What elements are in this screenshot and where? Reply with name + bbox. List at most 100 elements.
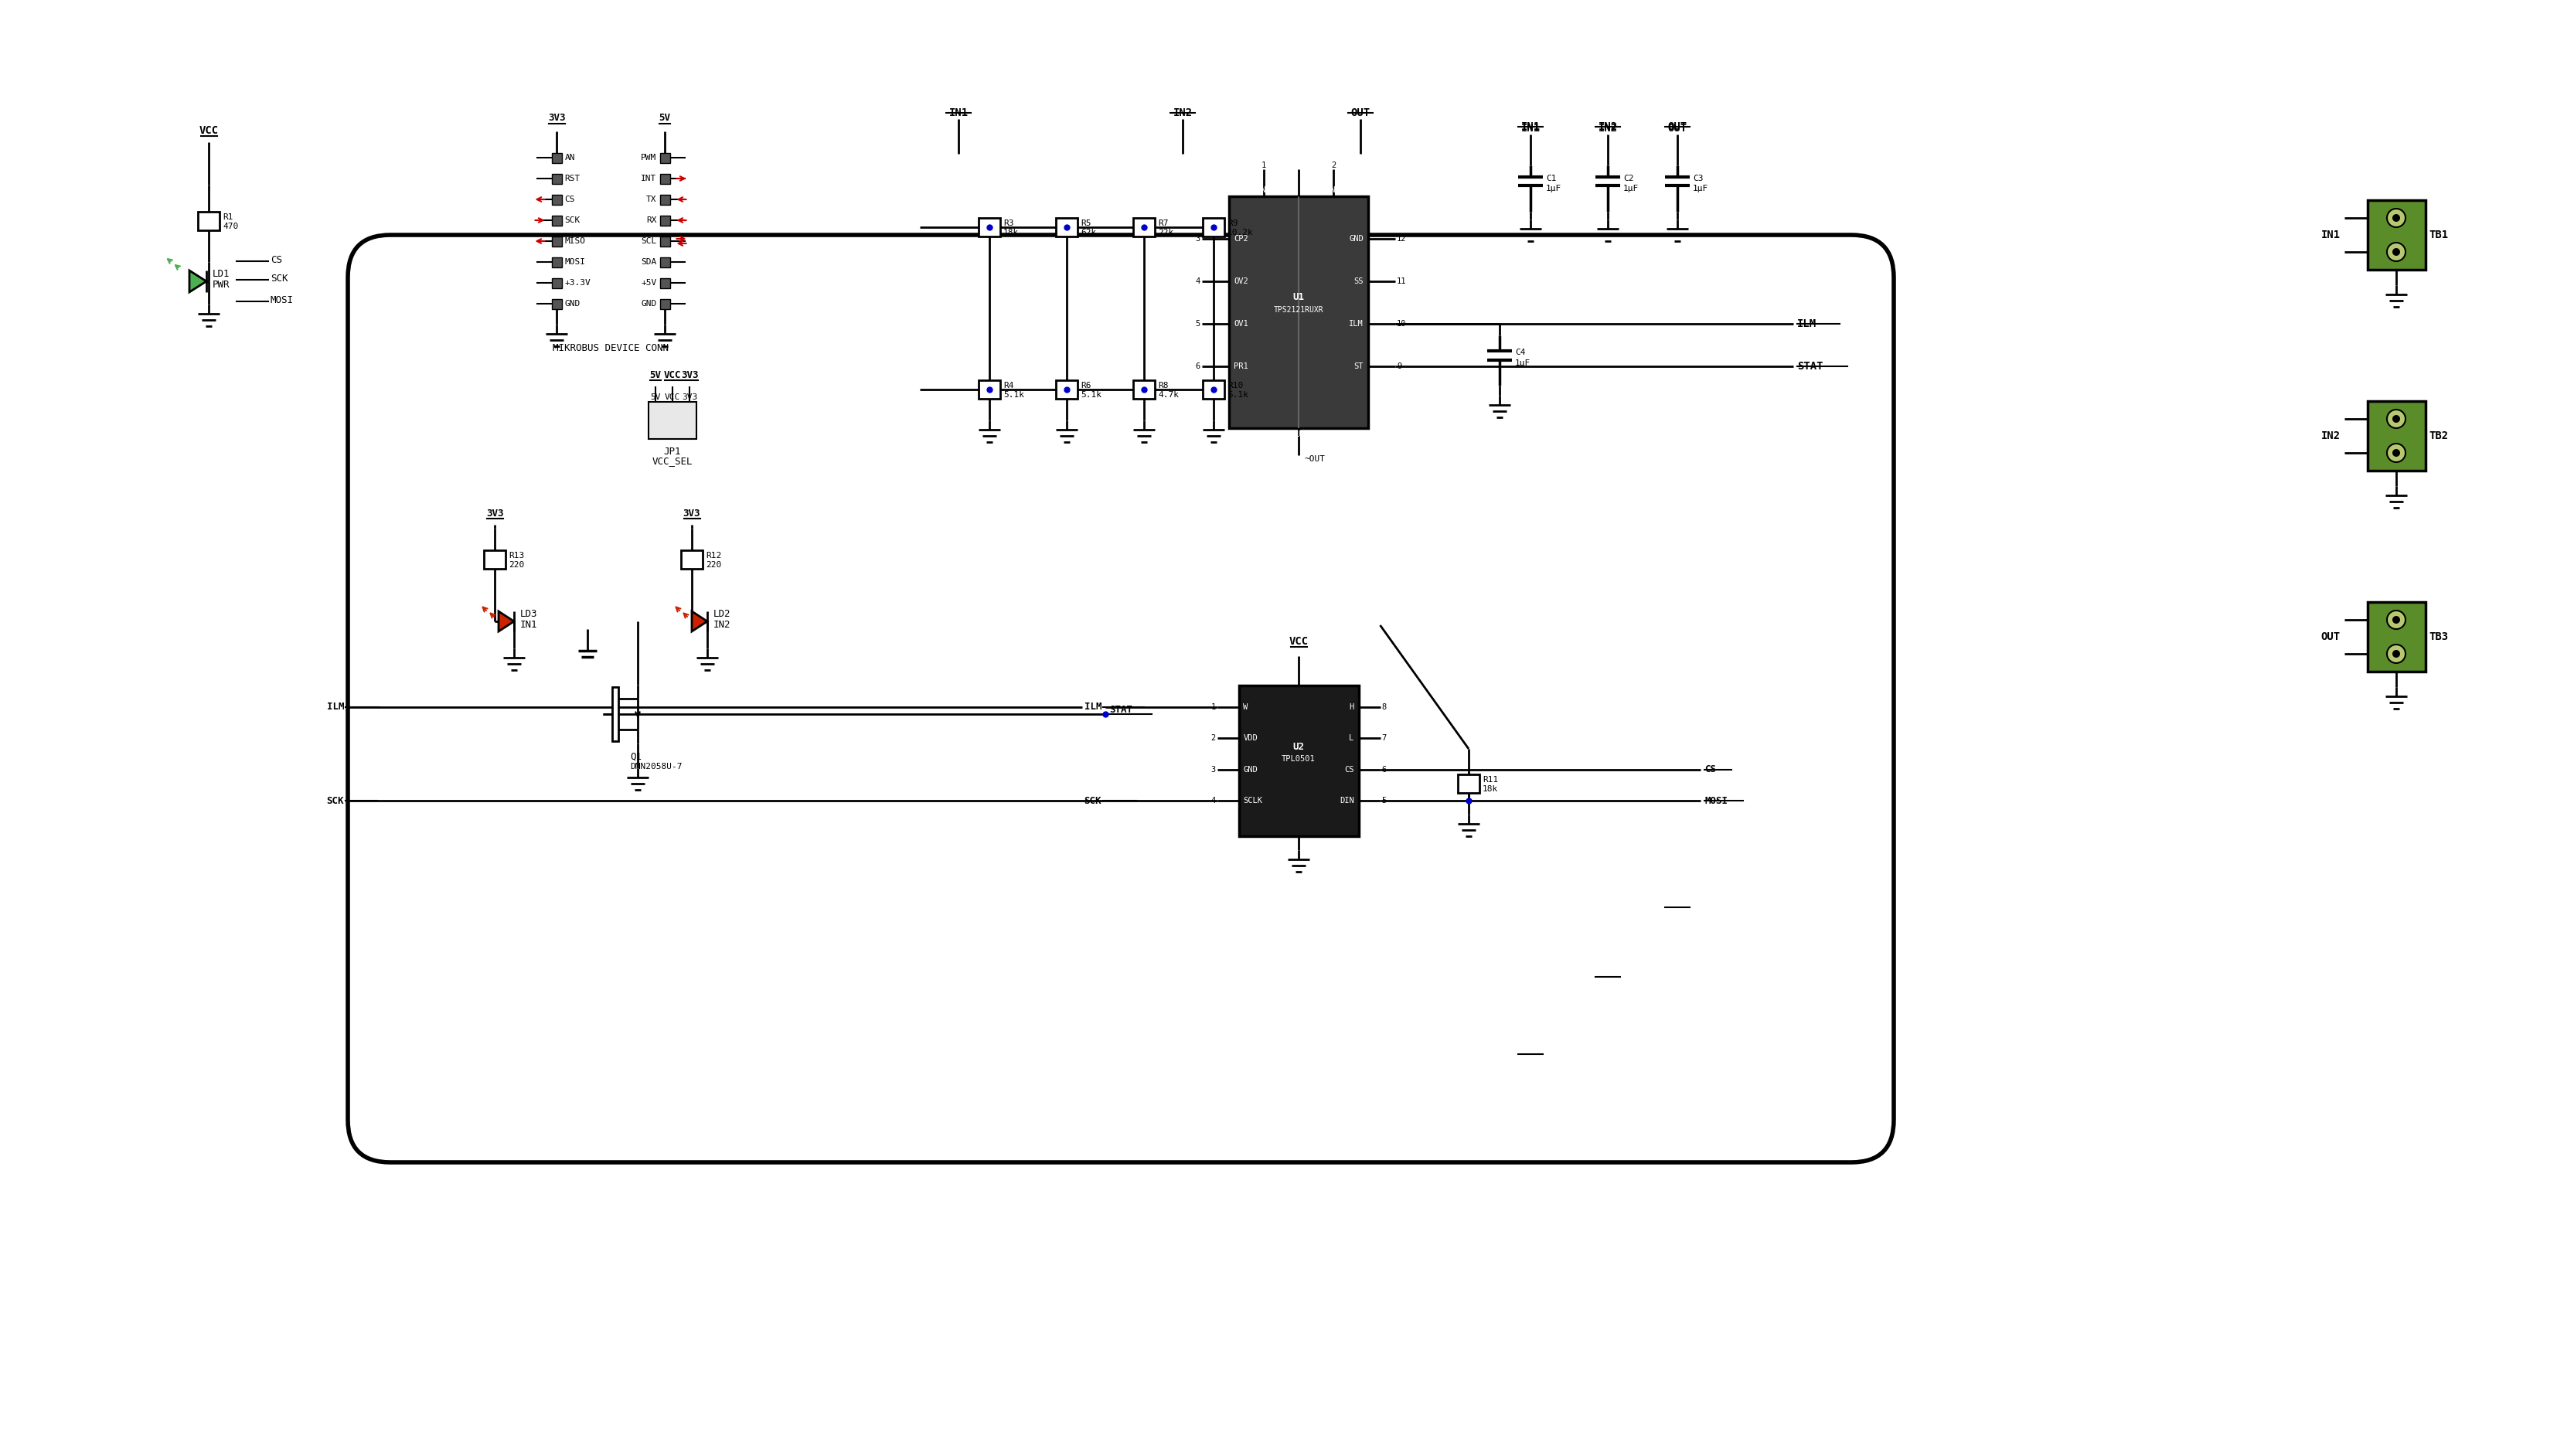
Text: 5.1k: 5.1k	[1002, 392, 1025, 399]
Text: 10: 10	[1396, 320, 1406, 328]
Text: +5V: +5V	[642, 280, 657, 287]
Text: 3V3: 3V3	[683, 393, 698, 400]
Text: VCC_SEL: VCC_SEL	[652, 456, 693, 466]
Text: IN1: IN1	[1255, 186, 1271, 194]
Text: 5: 5	[1381, 796, 1386, 805]
Text: W: W	[1243, 703, 1248, 711]
Text: 5: 5	[1197, 320, 1199, 328]
Text: OUT: OUT	[1667, 121, 1688, 132]
Text: IN1: IN1	[1521, 121, 1539, 132]
Text: OUT: OUT	[1350, 108, 1371, 118]
Text: 4: 4	[1197, 278, 1199, 285]
Text: R3: R3	[1002, 220, 1013, 227]
Text: C1: C1	[1547, 175, 1557, 182]
Circle shape	[2386, 645, 2406, 662]
Text: GND: GND	[565, 300, 580, 307]
Text: SCK: SCK	[565, 217, 580, 224]
Text: 1μF: 1μF	[1547, 185, 1562, 192]
Text: 2: 2	[1332, 162, 1335, 169]
Text: 5V: 5V	[660, 114, 670, 124]
Text: CS: CS	[565, 195, 575, 204]
Text: LD1: LD1	[212, 268, 230, 278]
Text: 7: 7	[1381, 734, 1386, 743]
Text: LD2: LD2	[713, 609, 731, 619]
Circle shape	[2386, 610, 2406, 629]
Text: IN2: IN2	[1598, 122, 1619, 134]
Text: MOSI: MOSI	[271, 296, 294, 306]
Bar	[660, 256, 670, 266]
Text: INT: INT	[642, 175, 657, 182]
Bar	[197, 211, 220, 230]
Text: DIN: DIN	[1340, 796, 1353, 805]
Bar	[552, 298, 563, 309]
Text: 220: 220	[706, 561, 721, 569]
Bar	[552, 278, 563, 288]
Text: PR1: PR1	[1232, 363, 1248, 370]
Text: 4: 4	[1209, 796, 1215, 805]
Bar	[483, 550, 506, 569]
Circle shape	[2393, 214, 2401, 221]
Text: R8: R8	[1158, 381, 1169, 390]
Text: CP2: CP2	[1232, 234, 1248, 243]
Bar	[552, 194, 563, 204]
Text: AN: AN	[565, 154, 575, 162]
Text: 1: 1	[1209, 703, 1215, 711]
Text: 2: 2	[1209, 734, 1215, 743]
Text: 62k: 62k	[1082, 229, 1097, 236]
Text: GND: GND	[1350, 234, 1363, 243]
Bar	[660, 298, 670, 309]
Bar	[1133, 218, 1156, 236]
Text: IN2: IN2	[1174, 108, 1192, 118]
Text: 5V: 5V	[649, 370, 662, 380]
Text: 10.2k: 10.2k	[1227, 229, 1253, 236]
Text: MISO: MISO	[565, 237, 586, 245]
Text: ILM: ILM	[327, 702, 345, 712]
Text: C3: C3	[1693, 175, 1703, 182]
Text: 1μF: 1μF	[1624, 185, 1639, 192]
Text: MIKROBUS DEVICE CONN: MIKROBUS DEVICE CONN	[552, 342, 667, 352]
Text: TB1: TB1	[2429, 230, 2450, 240]
Text: 1μF: 1μF	[1693, 185, 1708, 192]
Text: OUT: OUT	[2322, 632, 2340, 642]
Bar	[2368, 199, 2424, 269]
Bar	[552, 256, 563, 266]
Text: OUT: OUT	[1291, 431, 1307, 438]
Bar	[680, 550, 703, 569]
Circle shape	[2393, 248, 2401, 256]
Text: 18k: 18k	[1002, 229, 1020, 236]
Bar	[1056, 218, 1076, 236]
Text: CS: CS	[271, 255, 281, 265]
Text: C2: C2	[1624, 175, 1634, 182]
Circle shape	[2393, 649, 2401, 658]
Text: SCK: SCK	[271, 274, 289, 284]
Text: Q1: Q1	[629, 751, 642, 761]
Text: 5V: 5V	[649, 393, 660, 400]
Text: SCL: SCL	[642, 237, 657, 245]
Text: 3V3: 3V3	[547, 114, 565, 124]
Bar	[2368, 601, 2424, 671]
Text: R1: R1	[222, 213, 233, 221]
Text: OV2: OV2	[1232, 278, 1248, 285]
Text: VCC: VCC	[665, 393, 680, 400]
Text: R5: R5	[1082, 220, 1092, 227]
Text: 18k: 18k	[1483, 785, 1498, 794]
Circle shape	[2393, 616, 2401, 623]
Bar	[649, 402, 696, 438]
Bar	[552, 236, 563, 246]
Bar	[611, 687, 619, 741]
Text: 1μF: 1μF	[1516, 360, 1532, 367]
Bar	[979, 218, 1000, 236]
Text: SCK: SCK	[327, 796, 345, 807]
Text: 6: 6	[1381, 766, 1386, 773]
Text: 3V3: 3V3	[683, 508, 701, 518]
Text: 220: 220	[509, 561, 524, 569]
Text: VDD: VDD	[1243, 734, 1258, 743]
Text: LD3: LD3	[519, 609, 537, 619]
Text: IN2: IN2	[713, 620, 731, 630]
Bar	[660, 236, 670, 246]
Text: OUT: OUT	[1667, 122, 1688, 134]
Text: CS: CS	[1706, 764, 1716, 775]
Text: VCC: VCC	[199, 125, 217, 135]
Bar	[1133, 380, 1156, 399]
Bar	[2368, 400, 2424, 470]
